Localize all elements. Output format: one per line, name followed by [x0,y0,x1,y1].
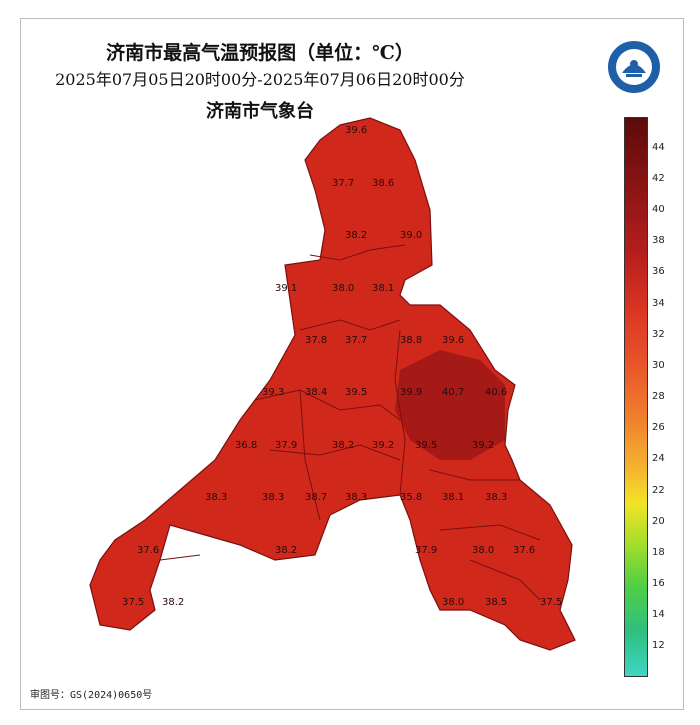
map-frame [20,18,684,710]
temperature-value: 38.0 [332,283,355,294]
temperature-value: 37.6 [137,545,160,556]
temperature-value: 38.3 [262,492,285,503]
temperature-value: 38.0 [472,545,495,556]
legend-tick-label: 34 [652,298,665,309]
temperature-value: 37.6 [513,545,536,556]
hot-zone [395,350,505,460]
legend-tick-label: 44 [652,142,665,153]
temperature-value: 38.2 [275,545,298,556]
temperature-legend-bar [624,117,648,677]
legend-tick-label: 28 [652,391,665,402]
legend-tick-label: 20 [652,516,665,527]
temperature-value: 38.3 [485,492,508,503]
issuing-organization: 济南市气象台 [206,101,314,122]
legend-tick-label: 12 [652,640,665,651]
temperature-value: 39.0 [400,230,423,241]
temperature-value: 37.9 [275,440,298,451]
temperature-value: 39.1 [275,283,298,294]
legend-tick-label: 40 [652,204,665,215]
temperature-value: 38.8 [400,335,423,346]
temperature-value: 37.9 [415,545,438,556]
temperature-value: 37.7 [345,335,368,346]
temperature-value: 39.6 [345,125,368,136]
temperature-value: 37.5 [122,597,145,608]
temperature-value: 39.2 [472,440,495,451]
temperature-value: 40.7 [442,387,465,398]
meteorological-bureau-logo [606,39,662,95]
map-approval-number: 审图号：GS(2024)0650号 [30,690,153,701]
temperature-value: 38.5 [485,597,508,608]
temperature-value: 38.1 [372,283,395,294]
temperature-value: 39.5 [345,387,368,398]
legend-tick-label: 16 [652,578,665,589]
temperature-value: 37.8 [305,335,328,346]
legend-tick-label: 14 [652,609,665,620]
temperature-value: 35.8 [400,492,423,503]
temperature-value: 39.9 [400,387,423,398]
temperature-value: 39.2 [372,440,395,451]
legend-tick-label: 18 [652,547,665,558]
legend-tick-label: 24 [652,453,665,464]
temperature-value: 38.0 [442,597,465,608]
map-title: 济南市最高气温预报图（单位：℃） [106,42,414,64]
temperature-value: 38.2 [332,440,355,451]
temperature-value: 38.4 [305,387,328,398]
legend-tick-label: 38 [652,235,665,246]
legend-tick-label: 22 [652,485,665,496]
temperature-value: 39.6 [442,335,465,346]
legend-tick-label: 26 [652,422,665,433]
temperature-value: 39.3 [262,387,285,398]
legend-tick-label: 42 [652,173,665,184]
legend-tick-label: 32 [652,329,665,340]
temperature-value: 40.6 [485,387,508,398]
temperature-value: 37.5 [540,597,563,608]
temperature-value: 38.7 [305,492,328,503]
legend-tick-label: 30 [652,360,665,371]
temperature-value: 37.7 [332,178,355,189]
temperature-value: 38.2 [162,597,185,608]
forecast-period: 2025年07月05日20时00分-2025年07月06日20时00分 [55,70,465,89]
temperature-value: 38.3 [205,492,228,503]
jinan-region [89,117,576,651]
temperature-value: 38.3 [345,492,368,503]
temperature-value: 36.8 [235,440,258,451]
temperature-value: 39.5 [415,440,438,451]
temperature-value: 38.1 [442,492,465,503]
legend-tick-label: 36 [652,266,665,277]
temperature-value: 38.2 [345,230,368,241]
district-border [159,244,541,601]
temperature-value: 38.6 [372,178,395,189]
